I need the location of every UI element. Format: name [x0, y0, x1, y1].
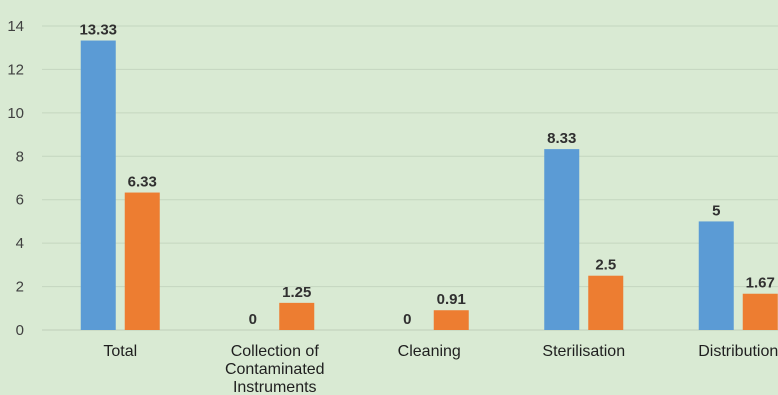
data-label: 13.33 [79, 22, 117, 39]
x-tick-label: Cleaning [398, 343, 461, 360]
y-tick-label: 14 [7, 18, 24, 35]
data-label: 0 [249, 311, 257, 328]
x-tick-label: Distribution [698, 343, 778, 360]
bars [80, 40, 778, 330]
y-tick-label: 10 [7, 105, 24, 122]
x-tick-label: Contaminated [225, 361, 325, 378]
data-label: 0.91 [437, 291, 466, 308]
y-axis: 0 2 4 6 8 10 12 14 [7, 18, 24, 339]
data-label: 8.33 [547, 130, 576, 147]
x-tick-label: Instruments [233, 379, 317, 395]
y-tick-label: 0 [16, 322, 24, 339]
data-label: 1.67 [746, 275, 775, 292]
bar-series-0-0 [80, 40, 116, 330]
y-tick-label: 2 [16, 279, 24, 296]
data-label: 6.33 [128, 174, 157, 191]
x-tick-label: Total [103, 343, 137, 360]
data-label: 5 [712, 202, 720, 219]
y-tick-label: 12 [7, 61, 24, 78]
bar-series-0-3 [544, 149, 580, 330]
bar-series-1-4 [742, 293, 778, 330]
y-tick-label: 6 [16, 192, 24, 209]
x-axis: Total Collection ofContaminatedInstrument… [103, 343, 778, 395]
gridlines [42, 25, 778, 331]
y-tick-label: 8 [16, 148, 24, 165]
bar-series-1-2 [433, 310, 469, 330]
bar-series-0-4 [698, 221, 734, 330]
data-labels: 13.33 6.33 0 1.25 0 0.91 8.33 2.5 5 1.67 [79, 22, 774, 328]
bar-series-1-0 [124, 192, 160, 330]
data-label: 1.25 [282, 284, 311, 301]
x-tick-label: Sterilisation [542, 343, 625, 360]
data-label: 2.5 [595, 257, 616, 274]
y-tick-label: 4 [16, 235, 24, 252]
bar-series-1-3 [588, 275, 624, 330]
bar-series-1-1 [279, 302, 315, 330]
data-label: 0 [403, 311, 411, 328]
x-tick-label: Collection of [231, 343, 320, 360]
